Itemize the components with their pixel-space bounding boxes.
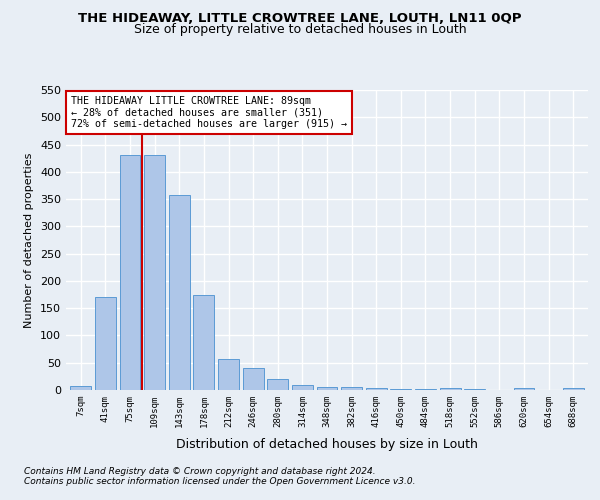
- Bar: [563, 388, 584, 390]
- Text: THE HIDEAWAY, LITTLE CROWTREE LANE, LOUTH, LN11 0QP: THE HIDEAWAY, LITTLE CROWTREE LANE, LOUT…: [78, 12, 522, 26]
- Text: Contains public sector information licensed under the Open Government Licence v3: Contains public sector information licen…: [24, 477, 415, 486]
- Bar: [95, 298, 116, 390]
- Bar: [391, 389, 412, 390]
- Bar: [193, 294, 214, 390]
- Text: THE HIDEAWAY LITTLE CROWTREE LANE: 89sqm
← 28% of detached houses are smaller (3: THE HIDEAWAY LITTLE CROWTREE LANE: 89sqm…: [71, 96, 347, 129]
- Bar: [70, 386, 91, 390]
- Bar: [169, 194, 190, 390]
- Bar: [317, 388, 337, 390]
- Bar: [267, 379, 288, 390]
- Bar: [119, 156, 140, 390]
- Bar: [218, 359, 239, 390]
- Bar: [341, 388, 362, 390]
- Bar: [292, 384, 313, 390]
- Text: Size of property relative to detached houses in Louth: Size of property relative to detached ho…: [134, 22, 466, 36]
- Text: Contains HM Land Registry data © Crown copyright and database right 2024.: Contains HM Land Registry data © Crown c…: [24, 467, 376, 476]
- Bar: [144, 156, 165, 390]
- X-axis label: Distribution of detached houses by size in Louth: Distribution of detached houses by size …: [176, 438, 478, 451]
- Bar: [440, 388, 461, 390]
- Y-axis label: Number of detached properties: Number of detached properties: [25, 152, 34, 328]
- Bar: [514, 388, 535, 390]
- Bar: [242, 368, 263, 390]
- Bar: [366, 388, 387, 390]
